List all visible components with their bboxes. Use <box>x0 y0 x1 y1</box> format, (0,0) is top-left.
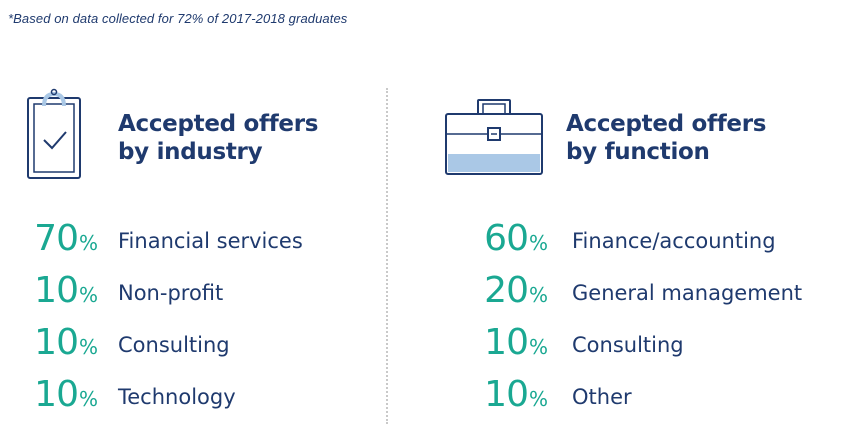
function-title-line2: by function <box>566 139 710 165</box>
footnote: *Based on data collected for 72% of 2017… <box>8 11 348 26</box>
function-stats: 60% Finance/accounting 20% General manag… <box>444 218 844 426</box>
stat-number: 10% <box>14 374 98 420</box>
stat-number: 70% <box>14 218 98 264</box>
stat-percent: % <box>78 387 98 411</box>
industry-title-line2: by industry <box>118 139 263 165</box>
stat-row: 60% Finance/accounting <box>444 218 844 270</box>
stat-label: Other <box>572 385 632 409</box>
clipboard-check-icon <box>27 88 81 179</box>
stat-number: 10% <box>14 270 98 316</box>
stat-percent: % <box>528 387 548 411</box>
stat-percent: % <box>78 231 98 255</box>
stat-percent: % <box>528 283 548 307</box>
column-divider <box>386 88 388 424</box>
stat-label: Finance/accounting <box>572 229 776 253</box>
stat-label: Consulting <box>572 333 684 357</box>
stat-value: 60 <box>484 218 529 259</box>
stat-number: 10% <box>14 322 98 368</box>
stat-row: 10% Other <box>444 374 844 426</box>
stat-percent: % <box>528 231 548 255</box>
industry-title: Accepted offers by industry <box>118 110 358 166</box>
stat-row: 10% Non-profit <box>14 270 374 322</box>
stat-row: 70% Financial services <box>14 218 374 270</box>
stat-value: 10 <box>484 322 529 363</box>
stat-label: Financial services <box>118 229 303 253</box>
function-title-line1: Accepted offers <box>566 111 767 137</box>
stat-label: Non-profit <box>118 281 224 305</box>
stat-row: 10% Consulting <box>14 322 374 374</box>
industry-heading: Accepted offers by industry <box>14 88 374 188</box>
stat-label: General management <box>572 281 803 305</box>
briefcase-icon <box>445 99 543 175</box>
stat-number: 10% <box>444 322 548 368</box>
stat-percent: % <box>528 335 548 359</box>
stat-number: 10% <box>444 374 548 420</box>
stat-value: 20 <box>484 270 529 311</box>
function-title: Accepted offers by function <box>566 110 826 166</box>
stat-value: 10 <box>34 270 79 311</box>
function-heading: Accepted offers by function <box>444 88 844 188</box>
industry-stats: 70% Financial services 10% Non-profit 10… <box>14 218 374 426</box>
stat-value: 10 <box>34 374 79 415</box>
stat-label: Technology <box>118 385 236 409</box>
stat-row: 10% Consulting <box>444 322 844 374</box>
stat-row: 20% General management <box>444 270 844 322</box>
stat-percent: % <box>78 335 98 359</box>
industry-title-line1: Accepted offers <box>118 111 319 137</box>
stat-value: 70 <box>34 218 79 259</box>
stat-label: Consulting <box>118 333 230 357</box>
stat-number: 20% <box>444 270 548 316</box>
stat-value: 10 <box>484 374 529 415</box>
stat-percent: % <box>78 283 98 307</box>
stat-number: 60% <box>444 218 548 264</box>
stat-row: 10% Technology <box>14 374 374 426</box>
stat-value: 10 <box>34 322 79 363</box>
